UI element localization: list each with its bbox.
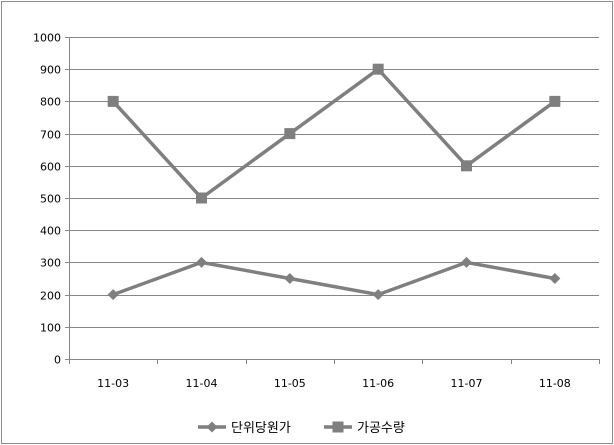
legend: 단위당원가 가공수량 bbox=[198, 421, 405, 436]
x-tick-label: 11-07 bbox=[451, 377, 483, 390]
legend-square-marker bbox=[332, 421, 344, 433]
diamond-marker bbox=[284, 273, 296, 284]
square-marker bbox=[284, 128, 296, 140]
legend-item-diamond: 단위당원가 bbox=[198, 421, 291, 436]
y-tick-label: 100 bbox=[40, 322, 61, 335]
square-marker bbox=[107, 95, 119, 107]
x-tick-label: 11-05 bbox=[274, 377, 306, 390]
legend-label: 가공수량 bbox=[357, 421, 405, 436]
legend-item-square: 가공수량 bbox=[324, 421, 405, 436]
y-tick-label: 0 bbox=[54, 354, 61, 367]
x-tick-label: 11-06 bbox=[362, 377, 394, 390]
series-line bbox=[111, 66, 556, 201]
series-square bbox=[107, 63, 561, 204]
diamond-marker bbox=[549, 273, 561, 284]
axes: 0 100 200 300 400 500 600 700 800 900 1000 11-03 11-… bbox=[33, 32, 600, 390]
diamond-marker bbox=[461, 256, 472, 268]
square-marker bbox=[461, 160, 472, 172]
y-tick-label: 600 bbox=[40, 161, 61, 174]
y-tick-label: 1000 bbox=[33, 32, 61, 45]
diamond-marker bbox=[196, 256, 207, 268]
y-tick-label: 300 bbox=[40, 257, 61, 270]
series-group bbox=[107, 63, 561, 301]
square-marker bbox=[549, 95, 561, 107]
y-tick-label: 500 bbox=[40, 193, 61, 206]
y-tick-label: 200 bbox=[40, 290, 61, 303]
series-diamond bbox=[107, 256, 561, 301]
legend-diamond-marker bbox=[206, 421, 218, 433]
y-tick-label: 800 bbox=[40, 96, 61, 109]
y-tick-label: 700 bbox=[40, 129, 61, 142]
legend-label: 단위당원가 bbox=[231, 421, 291, 436]
diamond-marker bbox=[107, 289, 119, 301]
square-marker bbox=[196, 192, 207, 204]
x-tick-label: 11-08 bbox=[539, 377, 571, 390]
x-tick-label: 11-04 bbox=[186, 377, 218, 390]
y-tick-label: 400 bbox=[40, 225, 61, 238]
x-tick-label: 11-03 bbox=[97, 377, 129, 390]
gridlines bbox=[69, 37, 599, 328]
square-marker bbox=[372, 63, 384, 75]
diamond-marker bbox=[372, 289, 384, 301]
series-line bbox=[112, 260, 556, 297]
y-tick-label: 900 bbox=[40, 64, 61, 77]
